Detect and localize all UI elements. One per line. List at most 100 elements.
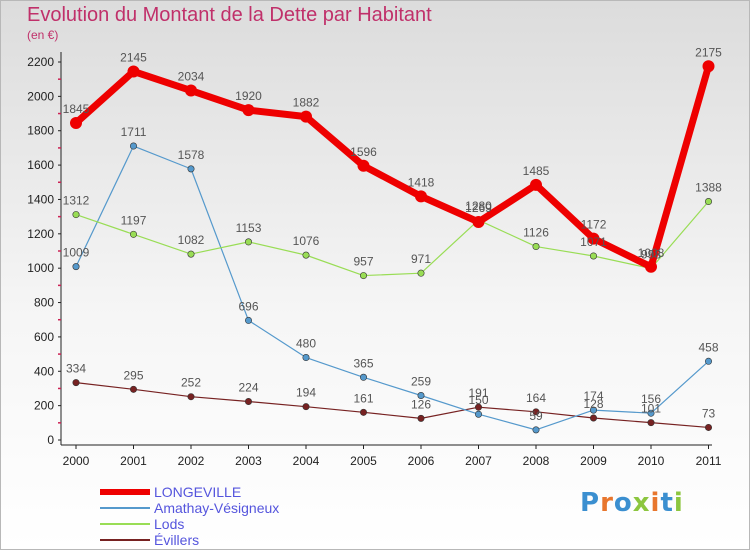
data-point (245, 398, 253, 406)
data-label: 1312 (63, 194, 90, 208)
y-tick-label: 600 (34, 330, 54, 344)
data-label: 252 (181, 376, 201, 390)
data-label: 128 (583, 397, 603, 411)
data-point (242, 104, 255, 117)
data-label: 365 (353, 356, 373, 370)
data-label: 998 (641, 248, 661, 262)
data-label: 194 (296, 386, 316, 400)
data-point (474, 403, 482, 411)
legend-swatch (100, 507, 150, 509)
data-label: 480 (296, 337, 316, 351)
x-tick-label: 2002 (178, 454, 205, 468)
data-point (72, 211, 80, 219)
data-label: 1269 (465, 201, 492, 215)
data-point (532, 408, 540, 416)
data-label: 101 (641, 402, 661, 416)
data-point (704, 423, 712, 431)
data-label: 1197 (121, 213, 147, 227)
data-label: 2175 (695, 45, 722, 59)
data-label: 259 (411, 374, 431, 388)
data-point (647, 409, 655, 417)
data-label: 174 (583, 389, 603, 403)
y-tick-label: 2000 (27, 89, 54, 103)
data-point (417, 269, 425, 277)
data-label: 1596 (350, 145, 377, 159)
data-label: 1153 (236, 221, 262, 235)
data-point (589, 406, 597, 414)
data-label: 2145 (120, 50, 147, 64)
data-point (359, 373, 367, 381)
data-label: 696 (238, 299, 258, 313)
data-label: 1578 (178, 148, 205, 162)
data-label: 150 (468, 393, 488, 407)
x-tick-label: 2007 (465, 454, 492, 468)
data-label: 1845 (63, 102, 90, 116)
data-label: 971 (411, 252, 431, 266)
y-tick-label: 800 (34, 296, 54, 310)
data-point (472, 215, 485, 228)
data-point (245, 238, 253, 246)
legend-label: Lods (154, 516, 185, 532)
y-tick-label: 1200 (27, 227, 54, 241)
data-label: 161 (353, 391, 373, 405)
data-label: 1485 (523, 164, 550, 178)
data-point (704, 357, 712, 365)
chart-title: Evolution du Montant de la Dette par Hab… (27, 4, 432, 26)
y-tick-label: 400 (34, 364, 54, 378)
data-point (187, 393, 195, 401)
data-label: 1388 (695, 181, 722, 195)
x-tick-label: 2006 (408, 454, 435, 468)
data-label: 191 (468, 386, 488, 400)
data-point (417, 414, 425, 422)
data-point (417, 391, 425, 399)
chart-subtitle: (en €) (27, 28, 59, 42)
data-label: 1172 (581, 218, 607, 232)
data-point (130, 142, 138, 150)
data-point (359, 408, 367, 416)
data-point (130, 230, 138, 238)
data-point (302, 354, 310, 362)
data-point (647, 419, 655, 427)
data-point (532, 426, 540, 434)
data-point (187, 250, 195, 258)
data-label: 59 (529, 409, 543, 423)
series-line (75, 382, 710, 429)
data-label: 1882 (293, 96, 320, 110)
x-tick-label: 2003 (235, 454, 262, 468)
y-tick-label: 1000 (27, 261, 54, 275)
data-point (187, 165, 195, 173)
y-tick-label: 1600 (27, 158, 54, 172)
data-label: 334 (66, 362, 86, 376)
x-tick-label: 2005 (350, 454, 377, 468)
x-tick-label: 2008 (523, 454, 550, 468)
data-point (130, 385, 138, 393)
legend-label: LONGEVILLE (154, 484, 242, 500)
data-label: 164 (526, 391, 546, 405)
data-label: 1076 (293, 234, 320, 248)
data-label: 156 (641, 392, 661, 406)
x-tick-label: 2009 (580, 454, 607, 468)
data-label: 458 (698, 340, 718, 354)
data-label: 1082 (178, 233, 205, 247)
legend-label: Évillers (154, 532, 200, 548)
data-label: 295 (123, 368, 143, 382)
data-point (532, 243, 540, 251)
data-point (185, 84, 197, 97)
data-point (359, 272, 367, 280)
data-label: 2034 (178, 70, 205, 84)
data-point (70, 116, 82, 129)
data-point (415, 190, 427, 203)
data-point (530, 178, 542, 191)
series-line (72, 62, 712, 271)
data-label: 73 (702, 406, 716, 420)
proxiti-logo: Proxiti (580, 488, 684, 518)
legend-label: Amathay-Vésigneux (154, 500, 280, 516)
data-point (704, 198, 712, 206)
data-label: 224 (238, 381, 258, 395)
data-point (300, 110, 312, 123)
data-label: 1280 (465, 199, 492, 213)
data-point (302, 251, 310, 259)
data-point (127, 65, 140, 78)
data-label: 1711 (121, 125, 147, 139)
data-label: 957 (353, 255, 373, 269)
